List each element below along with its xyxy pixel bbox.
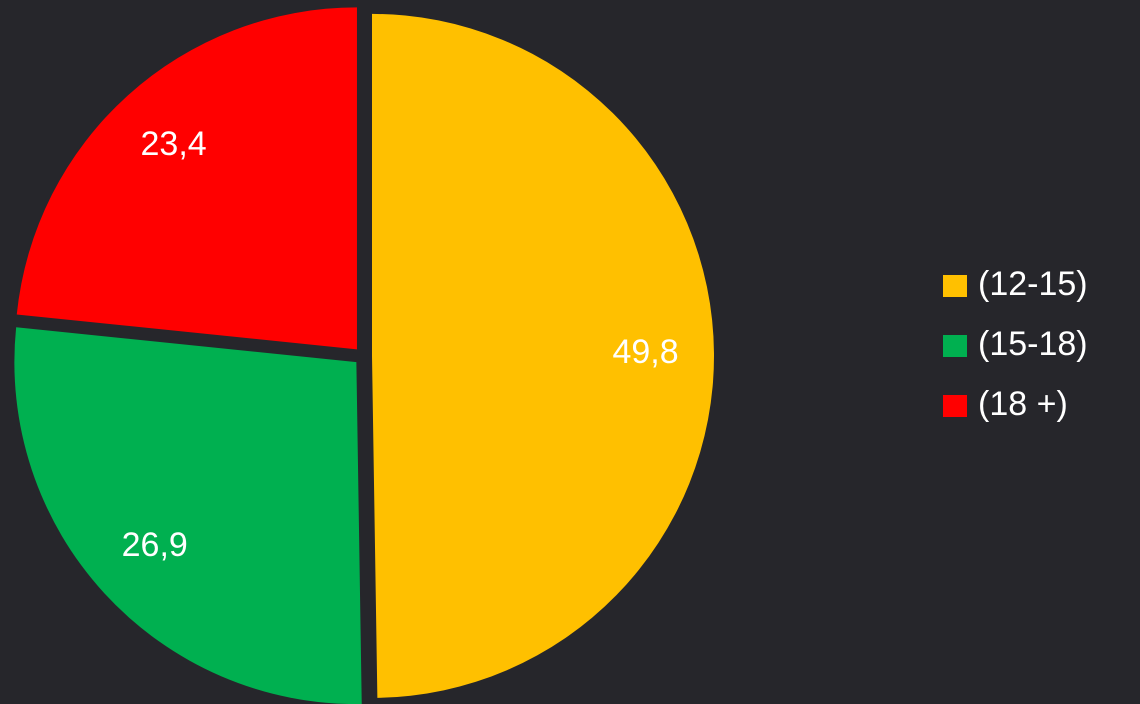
pie-slice <box>371 13 714 698</box>
legend-label: (18 +) <box>978 385 1068 423</box>
data-label: 23,4 <box>141 125 207 163</box>
pie-slice <box>16 7 357 350</box>
legend-label: (12-15) <box>978 265 1088 303</box>
data-label: 49,8 <box>612 333 678 371</box>
legend-swatch <box>943 335 967 357</box>
pie-slice <box>14 327 362 704</box>
data-label: 26,9 <box>122 526 188 564</box>
legend-label: (15-18) <box>978 325 1088 363</box>
legend-swatch <box>943 395 967 417</box>
legend-swatch <box>943 275 967 297</box>
